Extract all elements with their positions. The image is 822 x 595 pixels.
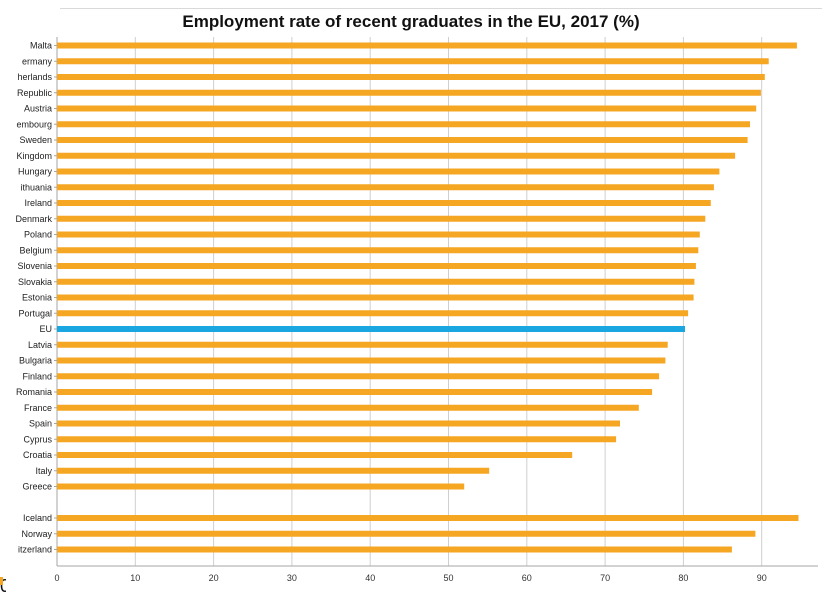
- bar: [57, 263, 696, 269]
- chart-title: Employment rate of recent graduates in t…: [182, 12, 640, 31]
- x-tick-label: 50: [443, 573, 453, 583]
- bar: [57, 357, 666, 364]
- corner-fragment: 0: [0, 577, 6, 595]
- category-label: EU: [39, 324, 52, 334]
- category-label: ermany: [22, 56, 53, 66]
- bar: [57, 452, 573, 458]
- x-tick-label: 80: [678, 573, 688, 583]
- bar: [57, 137, 748, 143]
- category-label: Romania: [16, 387, 52, 397]
- category-label: Slovakia: [18, 277, 52, 287]
- category-label: Denmark: [15, 214, 52, 224]
- x-tick-label: 40: [365, 573, 375, 583]
- x-tick-label: 0: [54, 573, 59, 583]
- category-label: herlands: [17, 72, 52, 82]
- category-label: Cyprus: [23, 434, 52, 444]
- x-tick-label: 20: [209, 573, 219, 583]
- bar: [57, 278, 695, 285]
- x-tick-label: 60: [522, 573, 532, 583]
- bar: [57, 42, 797, 49]
- bar: [57, 404, 639, 411]
- category-label: Belgium: [19, 245, 52, 255]
- bar: [57, 515, 799, 521]
- category-label: Norway: [21, 529, 52, 539]
- bar: [57, 152, 736, 159]
- category-label: Sweden: [19, 135, 52, 145]
- bar: [57, 89, 761, 96]
- category-label: Kingdom: [16, 151, 52, 161]
- category-label: ithuania: [20, 182, 52, 192]
- bar: [57, 341, 668, 348]
- bar: [57, 483, 465, 490]
- category-label: Latvia: [28, 340, 52, 350]
- bar: [57, 546, 732, 553]
- bar: [57, 168, 720, 175]
- category-label: Greece: [22, 482, 52, 492]
- bar: [57, 467, 490, 474]
- bar: [57, 373, 660, 380]
- bar: [57, 215, 706, 222]
- bar: [57, 310, 689, 317]
- category-label: Republic: [17, 88, 53, 98]
- category-label: Malta: [30, 41, 52, 51]
- category-label: Austria: [24, 104, 52, 114]
- category-label: Portugal: [18, 308, 52, 318]
- top-border: [60, 8, 822, 9]
- category-label: itzerland: [18, 545, 52, 555]
- category-label: Ireland: [24, 198, 52, 208]
- x-tick-label: 30: [287, 573, 297, 583]
- x-tick-label: 90: [757, 573, 767, 583]
- category-label: Poland: [24, 230, 52, 240]
- bar: [57, 200, 711, 206]
- bar: [57, 247, 699, 254]
- category-label: Finland: [22, 371, 52, 381]
- category-label: Slovenia: [17, 261, 52, 271]
- category-label: Spain: [29, 419, 52, 429]
- bar: [57, 436, 617, 443]
- bar: [57, 74, 765, 80]
- category-label: Iceland: [23, 513, 52, 523]
- category-label: France: [24, 403, 52, 413]
- bar: [57, 58, 769, 65]
- bar: [57, 105, 757, 112]
- category-label: Italy: [35, 466, 52, 476]
- category-label: Croatia: [23, 450, 52, 460]
- bar: [57, 231, 700, 238]
- x-tick-label: 10: [130, 573, 140, 583]
- category-label: Hungary: [18, 167, 53, 177]
- x-tick-label: 70: [600, 573, 610, 583]
- bar: [57, 420, 620, 427]
- category-label: Estonia: [22, 293, 52, 303]
- bar: [57, 184, 714, 191]
- bar: [57, 121, 750, 128]
- bar: [57, 294, 694, 301]
- bar: [57, 326, 685, 332]
- bar: [57, 530, 756, 537]
- bar: [57, 389, 653, 395]
- category-label: embourg: [16, 119, 52, 129]
- category-label: Bulgaria: [19, 356, 52, 366]
